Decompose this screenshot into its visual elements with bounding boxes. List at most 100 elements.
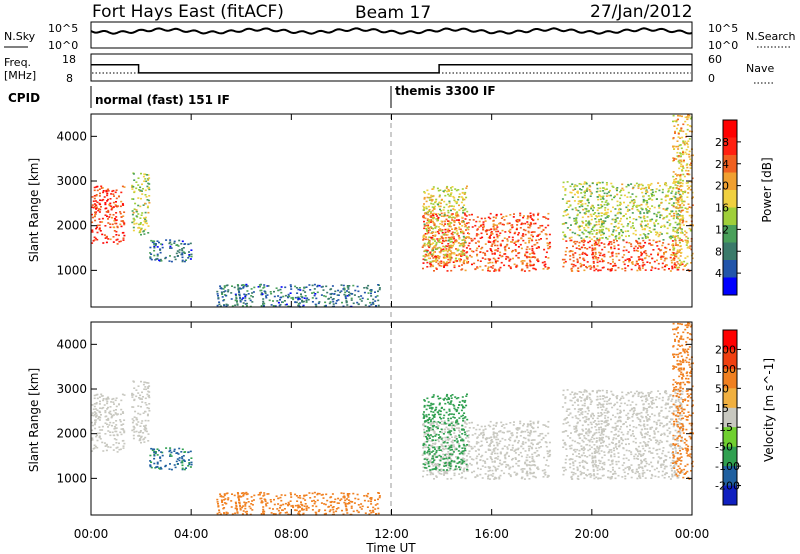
- beam-label: Beam 17: [355, 3, 431, 23]
- echo-cell: [487, 267, 490, 270]
- echo-cell: [547, 475, 550, 477]
- echo-cell: [669, 186, 672, 188]
- echo-cell: [583, 252, 586, 255]
- echo-cell: [512, 465, 514, 468]
- echo-cell: [429, 265, 432, 268]
- echo-cell: [648, 227, 651, 229]
- echo-cell: [686, 142, 688, 144]
- echo-cell: [445, 218, 448, 221]
- echo-cell: [592, 262, 595, 264]
- echo-cell: [131, 429, 134, 432]
- echo-cell: [116, 434, 119, 437]
- echo-cell: [159, 456, 162, 458]
- echo-cell: [614, 221, 617, 223]
- echo-cell: [448, 424, 451, 427]
- echo-cell: [299, 506, 301, 508]
- echo-cell: [443, 471, 446, 474]
- echo-cell: [308, 284, 311, 286]
- echo-cell: [673, 259, 676, 261]
- echo-cell: [581, 196, 584, 199]
- echo-cell: [442, 417, 445, 419]
- echo-cell: [443, 408, 446, 411]
- echo-cell: [689, 188, 692, 191]
- echo-cell: [462, 232, 465, 235]
- echo-cell: [657, 262, 660, 265]
- echo-cell: [655, 233, 658, 236]
- echo-cell: [644, 234, 647, 236]
- echo-cell: [189, 450, 192, 453]
- echo-cell: [449, 259, 452, 262]
- echo-cell: [664, 196, 667, 198]
- echo-cell: [120, 399, 123, 402]
- echo-cell: [442, 248, 445, 250]
- echo-cell: [492, 264, 495, 267]
- echo-cell: [437, 471, 440, 473]
- echo-cell: [448, 205, 451, 207]
- echo-cell: [155, 466, 158, 468]
- echo-cell: [457, 215, 460, 217]
- echo-cell: [657, 254, 659, 256]
- echo-cell: [598, 194, 601, 197]
- echo-cell: [681, 206, 684, 209]
- echo-cell: [576, 191, 579, 194]
- echo-cell: [222, 299, 225, 302]
- echo-cell: [531, 464, 534, 466]
- echo-cell: [471, 263, 473, 266]
- echo-cell: [674, 227, 677, 229]
- echo-cell: [219, 513, 222, 515]
- echo-cell: [482, 431, 485, 434]
- echo-cell: [460, 477, 463, 479]
- echo-cell: [496, 236, 499, 239]
- echo-cell: [663, 253, 665, 255]
- echo-cell: [476, 462, 478, 465]
- echo-cell: [431, 462, 434, 464]
- echo-cell: [425, 227, 427, 230]
- echo-cell: [542, 216, 545, 218]
- echo-cell: [542, 424, 545, 426]
- echo-cell: [501, 437, 504, 440]
- echo-cell: [487, 475, 490, 478]
- echo-cell: [466, 227, 469, 229]
- echo-cell: [477, 259, 479, 262]
- echo-cell: [181, 259, 184, 262]
- echo-cell: [489, 456, 492, 458]
- echo-cell: [137, 197, 140, 199]
- echo-cell: [500, 421, 503, 424]
- echo-cell: [528, 226, 531, 229]
- echo-cell: [221, 499, 223, 502]
- echo-cell: [138, 227, 141, 229]
- echo-cell: [148, 202, 151, 204]
- freq-label-2: [MHz]: [4, 69, 36, 82]
- echo-cell: [102, 399, 105, 402]
- echo-cell: [466, 470, 469, 472]
- echo-cell: [440, 230, 443, 232]
- echo-cell: [96, 434, 98, 437]
- echo-cell: [98, 436, 101, 439]
- echo-cell: [645, 186, 648, 189]
- echo-cell: [495, 249, 498, 251]
- echo-cell: [520, 260, 523, 263]
- echo-cell: [522, 233, 525, 235]
- echo-cell: [93, 397, 96, 400]
- echo-cell: [678, 266, 681, 269]
- echo-cell: [487, 466, 490, 468]
- echo-cell: [464, 477, 467, 480]
- echo-cell: [298, 303, 301, 305]
- colorbar-segment: [723, 190, 737, 208]
- echo-cell: [505, 244, 508, 247]
- echo-cell: [601, 201, 604, 203]
- echo-cell: [677, 182, 680, 184]
- echo-cell: [423, 242, 426, 245]
- echo-cell: [313, 294, 316, 297]
- echo-cell: [422, 216, 424, 218]
- echo-cell: [188, 459, 190, 461]
- echo-cell: [610, 247, 613, 250]
- echo-cell: [251, 292, 254, 294]
- echo-cell: [681, 182, 684, 185]
- echo-cell: [678, 188, 680, 190]
- echo-cell: [116, 446, 119, 449]
- echo-cell: [225, 502, 227, 505]
- echo-cell: [660, 202, 663, 204]
- echo-cell: [675, 119, 678, 122]
